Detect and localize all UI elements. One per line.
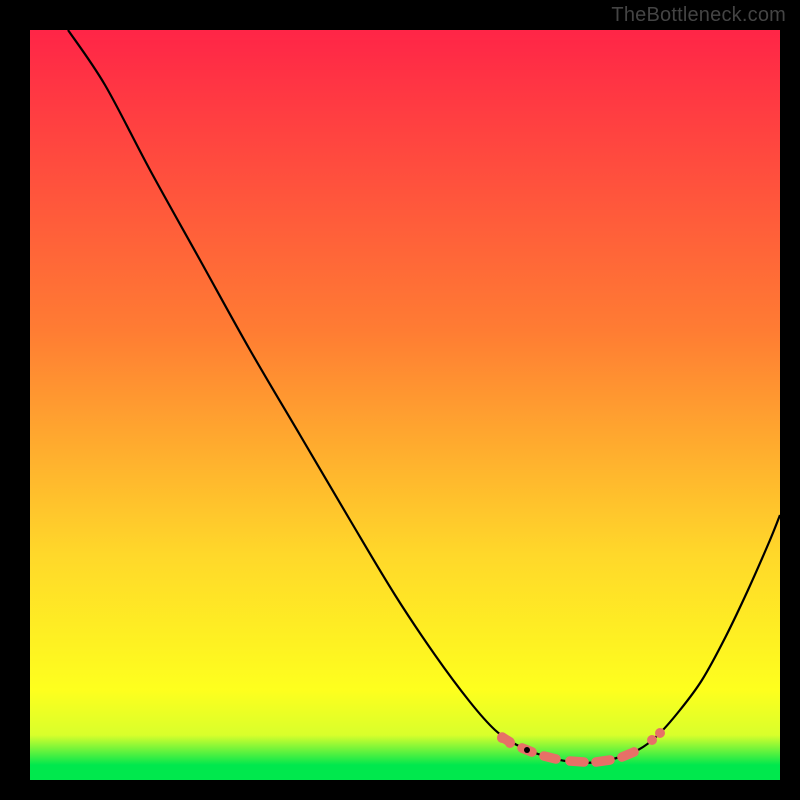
chart-stage: TheBottleneck.com bbox=[0, 0, 800, 800]
watermark-text: TheBottleneck.com bbox=[611, 4, 786, 27]
gradient-background bbox=[30, 30, 780, 780]
plot-area bbox=[30, 30, 780, 780]
